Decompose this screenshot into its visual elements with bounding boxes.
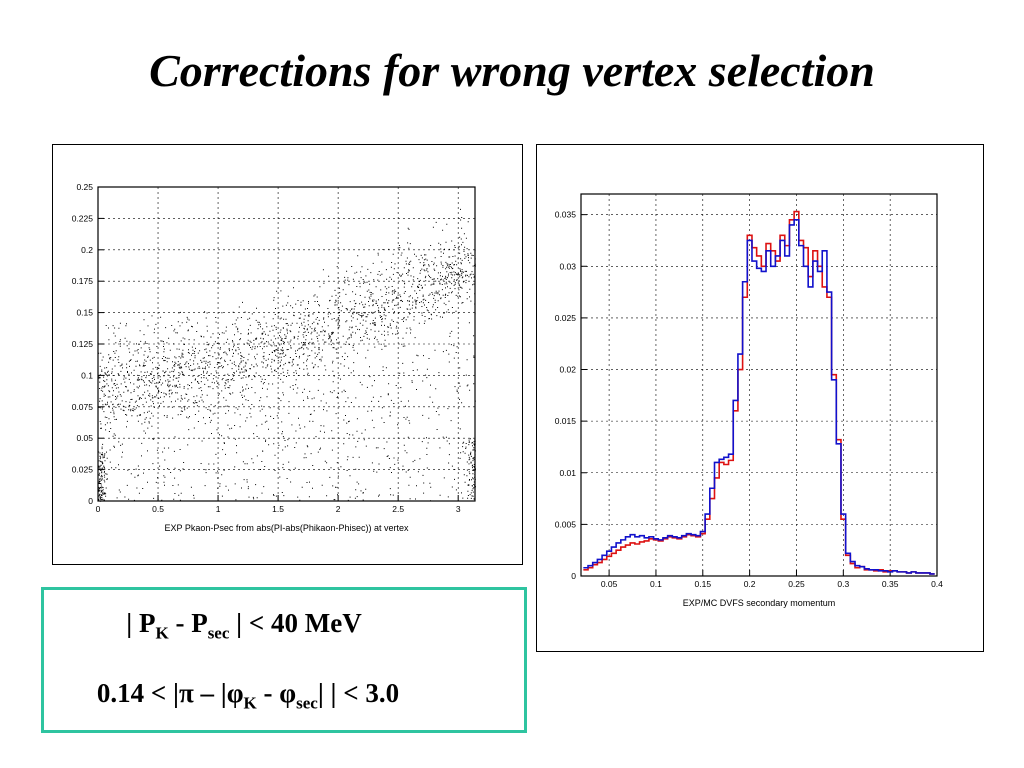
angle-cut: 0.14 < |π – |φK - φsec| | < 3.0: [8, 678, 488, 713]
y-tick-label: 0.01: [559, 468, 576, 478]
y-tick-label: 0.1: [81, 370, 93, 380]
y-tick-label: 0: [88, 496, 93, 506]
y-tick-label: 0.015: [555, 416, 577, 426]
scatter-point-cloud: [98, 208, 476, 502]
x-tick-label: 3: [456, 504, 461, 514]
histogram-panel: 0.05 0.1 0.15 0.2 0.25 0.3 0.35 0.4 0 0.005 0.01 0.…: [536, 144, 984, 652]
y-tick-label: 0.03: [559, 261, 576, 271]
y-tick-label: 0.25: [76, 182, 93, 192]
plot-frame: [580, 193, 938, 577]
angle-cut-part-a: 0.14 < |π – |φ: [96, 678, 244, 708]
momentum-histogram: 0.05 0.1 0.15 0.2 0.25 0.3 0.35 0.4 0 0.005 0.01 0.…: [555, 193, 943, 608]
x-tick-label: 0.35: [882, 579, 899, 589]
y-tick-label: 0.005: [555, 519, 577, 529]
x-tick-label: 0.15: [695, 579, 712, 589]
angle-cut-sub-k: K: [243, 693, 257, 713]
momentum-cut-part-c: | < 40 MeV: [229, 608, 362, 638]
y-tick-label: 0.035: [555, 210, 577, 220]
y-tick-label: 0.075: [72, 402, 94, 412]
momentum-cut-part-b: - P: [168, 608, 208, 638]
x-tick-label: 0: [96, 504, 101, 514]
x-tick-label: 0.05: [601, 579, 618, 589]
angle-cut-sub-sec: sec: [296, 693, 318, 713]
scatter-plot-panel: 0 0.5 1 1.5 2 2.5 3 0 0.025 0.05 0.075 0.1 0.125 0.15…: [52, 144, 523, 565]
slide-title: Corrections for wrong vertex selection: [149, 45, 875, 96]
scatter-points: [98, 208, 476, 502]
x-axis-label: EXP/MC DVFS secondary momentum: [683, 598, 836, 608]
y-tick-label: 0.2: [81, 245, 93, 255]
x-tick-label: 1.5: [272, 504, 284, 514]
x-tick-label: 2: [336, 504, 341, 514]
x-tick-label: 2.5: [392, 504, 404, 514]
y-tick-label: 0.02: [559, 365, 576, 375]
angle-cut-part-c: | | < 3.0: [317, 678, 400, 708]
angle-cut-part-b: - φ: [256, 678, 297, 708]
x-tick-label: 0.1: [650, 579, 662, 589]
y-tick-label: 0.05: [76, 433, 93, 443]
x-tick-label: 0.4: [931, 579, 943, 589]
x-tick-label: 0.2: [744, 579, 756, 589]
momentum-cut-part-a: | P: [126, 608, 156, 638]
mc-series-histogram: [583, 219, 935, 575]
y-tick-label: 0.125: [72, 339, 94, 349]
y-tick-label: 0.225: [72, 213, 94, 223]
y-tick-label: 0.15: [76, 308, 93, 318]
y-tick-label: 0.025: [72, 465, 94, 475]
x-tick-label: 0.25: [788, 579, 805, 589]
plot-frame: [97, 186, 476, 502]
y-tick-label: 0: [571, 571, 576, 581]
exp-series-histogram: [583, 210, 935, 575]
y-tick-label: 0.025: [555, 313, 577, 323]
momentum-cut-sub-k: K: [155, 623, 169, 643]
momentum-cut-sub-sec: sec: [207, 623, 230, 643]
momentum-cut: | PK - Psec | < 40 MeV: [4, 608, 484, 643]
selection-cuts-box: | PK - Psec | < 40 MeV 0.14 < |π – |φK -…: [41, 587, 527, 733]
x-tick-label: 0.3: [837, 579, 849, 589]
x-tick-label: 0.5: [152, 504, 164, 514]
scatter-plot: 0 0.5 1 1.5 2 2.5 3 0 0.025 0.05 0.075 0.1 0.125 0.15…: [72, 182, 476, 533]
x-axis-label: EXP Pkaon-Psec from abs(PI-abs(Phikaon-P…: [165, 523, 409, 533]
y-tick-label: 0.175: [72, 276, 94, 286]
x-tick-label: 1: [216, 504, 221, 514]
